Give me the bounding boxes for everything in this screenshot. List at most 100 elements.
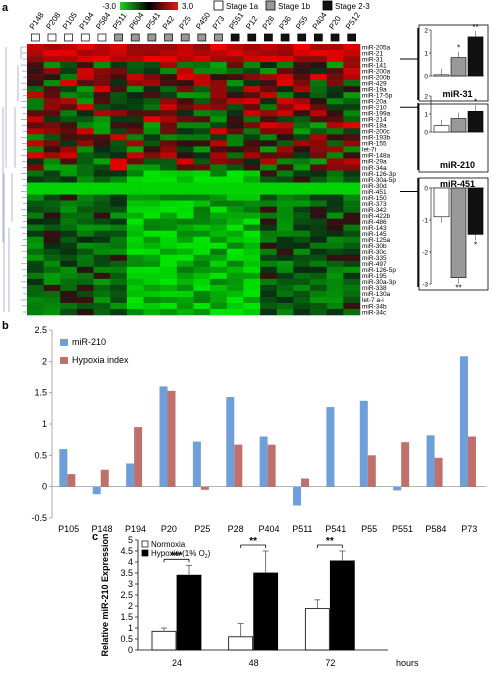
- heatmap-cell: [276, 182, 294, 189]
- stage-box: [247, 33, 257, 42]
- heatmap-cell: [343, 218, 361, 225]
- gene-label: miR-34b: [362, 303, 387, 310]
- gene-label: miR-18a: [362, 123, 387, 130]
- heatmap-cell: [326, 44, 344, 51]
- heatmap-cell: [126, 254, 144, 262]
- heatmap-cell: [193, 68, 211, 75]
- heatmap-cell: [160, 62, 178, 69]
- heatmap-cell: [143, 56, 161, 63]
- heatmap-cell: [276, 146, 294, 153]
- stage-box: [230, 33, 240, 42]
- gene-label: miR-19a: [362, 86, 387, 93]
- panel-a-letter: a: [2, 2, 9, 14]
- heatmap-cell: [193, 98, 211, 105]
- chart-b-bar: [167, 390, 176, 487]
- gene-label: miR-30c: [362, 249, 387, 256]
- chart-c-y-tick-label: 4: [128, 557, 133, 567]
- chart-b-x-tick-label: P28: [228, 524, 244, 534]
- heatmap-cell: [76, 188, 94, 195]
- heatmap-cell: [243, 122, 261, 129]
- heatmap-cell: [276, 278, 294, 286]
- stage-legend: Stage 1a Stage 1b Stage 2-3: [213, 0, 370, 11]
- inset-tick-label: 2: [424, 28, 428, 35]
- heatmap-cell: [160, 68, 178, 75]
- heatmap-cell: [27, 92, 44, 99]
- heatmap-cell: [160, 302, 178, 310]
- heatmap-cell: [293, 50, 311, 57]
- dendrogram: [2, 46, 27, 313]
- chart-b-bar: [192, 441, 201, 487]
- gene-label: miR-29a: [362, 159, 387, 166]
- heatmap-cell: [76, 74, 94, 81]
- chart-b-y-tick-label: 1: [42, 419, 47, 429]
- heatmap-cell: [326, 146, 344, 153]
- heatmap-cell: [243, 62, 261, 69]
- heatmap-cell: [176, 266, 194, 274]
- heatmap-cell: [143, 248, 161, 256]
- heatmap-cell: [43, 74, 61, 81]
- heatmap-cell: [126, 56, 144, 63]
- heatmap-cell: [110, 272, 128, 280]
- heatmap-cell: [226, 182, 244, 189]
- heatmap-cell: [326, 86, 344, 93]
- heatmap-cell: [60, 152, 78, 159]
- heatmap-cell: [160, 230, 178, 238]
- heatmap-cell: [76, 164, 94, 171]
- heatmap-cell: [193, 290, 211, 298]
- heatmap-cell: [293, 98, 311, 105]
- heatmap-cell: [326, 230, 344, 238]
- heatmap-cell: [143, 206, 161, 213]
- heatmap-cell: [93, 86, 111, 93]
- heatmap-cell: [210, 182, 228, 189]
- heatmap-cell: [126, 224, 144, 231]
- heatmap-cell: [60, 200, 78, 207]
- heatmap-cell: [110, 134, 128, 141]
- heatmap-cell: [93, 50, 111, 57]
- heatmap-cell: [110, 230, 128, 238]
- chart-c-bar: [176, 574, 202, 651]
- chart-b-legend-label: Hypoxia index: [72, 355, 129, 365]
- heatmap-cell: [310, 68, 327, 75]
- heatmap-cell: [160, 308, 178, 316]
- heatmap-cell: [310, 188, 327, 195]
- heatmap-cell: [160, 206, 178, 213]
- heatmap-cell: [60, 122, 78, 129]
- heatmap-cell: [110, 122, 128, 129]
- heatmap-cell: [293, 278, 311, 286]
- gene-label: miR-30d: [362, 183, 387, 190]
- heatmap-cell: [293, 140, 311, 147]
- heatmap-cell: [43, 152, 61, 159]
- heatmap-cell: [210, 80, 228, 87]
- heatmap-cell: [176, 212, 194, 219]
- heatmap-cell: [76, 62, 94, 69]
- heatmap-cell: [76, 224, 94, 231]
- heatmap-cell: [310, 146, 327, 153]
- heatmap-cell: [260, 272, 278, 280]
- heatmap-cell: [160, 218, 178, 225]
- heatmap-cell: [260, 56, 278, 63]
- stage-box: [297, 33, 307, 42]
- chart-b-bar: [126, 463, 135, 487]
- heatmap-cell: [243, 86, 261, 93]
- heatmap-cell: [160, 140, 178, 147]
- heatmap-cell: [310, 224, 327, 231]
- chart-b-x-tick-label: P148: [92, 524, 113, 534]
- heatmap-cell: [43, 242, 61, 250]
- heatmap-cell: [27, 242, 44, 250]
- heatmap-cell: [276, 128, 294, 135]
- heatmap-cell: [93, 272, 111, 280]
- heatmap-cell: [226, 278, 244, 286]
- sample-label: P541: [144, 10, 162, 31]
- heatmap-cell: [243, 140, 261, 147]
- heatmap-cell: [93, 308, 111, 316]
- heatmap-cell: [210, 236, 228, 244]
- heatmap-cell: [343, 200, 361, 207]
- heatmap-cell: [310, 152, 327, 159]
- heatmap-cell: [260, 68, 278, 75]
- heatmap-cell: [276, 122, 294, 129]
- gene-label: miR-150: [362, 195, 387, 202]
- chart-b-bar: [301, 478, 310, 487]
- heatmap-cell: [110, 164, 128, 171]
- heatmap-cell: [260, 92, 278, 99]
- heatmap-cell: [160, 164, 178, 171]
